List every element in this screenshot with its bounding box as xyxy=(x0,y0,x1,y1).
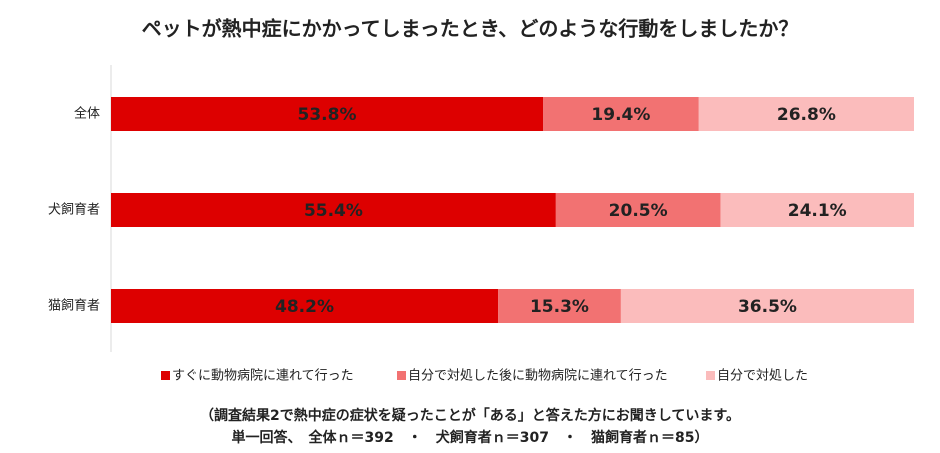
legend-marker xyxy=(706,371,715,380)
data-label: 48.2% xyxy=(275,297,334,317)
data-label: 36.5% xyxy=(738,297,797,317)
y-tick-label: 猫飼育者 xyxy=(48,298,100,314)
data-label: 20.5% xyxy=(609,201,668,221)
data-label: 26.8% xyxy=(777,105,836,125)
y-tick-label: 全体 xyxy=(74,106,100,122)
data-label: 53.8% xyxy=(298,105,357,125)
legend-marker xyxy=(397,371,406,380)
legend-marker xyxy=(161,371,170,380)
bar-segment xyxy=(111,193,556,227)
chart-title: ペットが熱中症にかかってしまったとき、どのような行動をしましたか？ xyxy=(142,17,799,41)
bar-segment xyxy=(498,289,621,323)
legend-label: すぐに動物病院に連れて行った xyxy=(172,369,354,384)
y-tick-label: 犬飼育者 xyxy=(48,202,100,218)
legend-label: 自分で対処した xyxy=(717,369,808,384)
bar-segment xyxy=(111,97,544,131)
legend-label: 自分で対処した後に動物病院に連れて行った xyxy=(408,369,668,384)
note: 単一回答、 全体ｎ＝392 ・ 犬飼育者ｎ＝307 ・ 猫飼育者ｎ＝85） xyxy=(232,429,709,446)
bar-segment xyxy=(543,97,699,131)
data-label: 55.4% xyxy=(304,201,363,221)
data-label: 24.1% xyxy=(788,201,847,221)
bar-segment xyxy=(111,289,499,323)
bar-segment xyxy=(620,289,914,323)
bar-segment xyxy=(698,97,914,131)
bar-segment xyxy=(555,193,721,227)
bar-segment xyxy=(720,193,914,227)
data-label: 15.3% xyxy=(530,297,589,317)
data-label: 19.4% xyxy=(591,105,650,125)
note: （調査結果2で熱中症の症状を疑ったことが「ある」と答えた方にお聞きしています。 xyxy=(200,407,740,424)
